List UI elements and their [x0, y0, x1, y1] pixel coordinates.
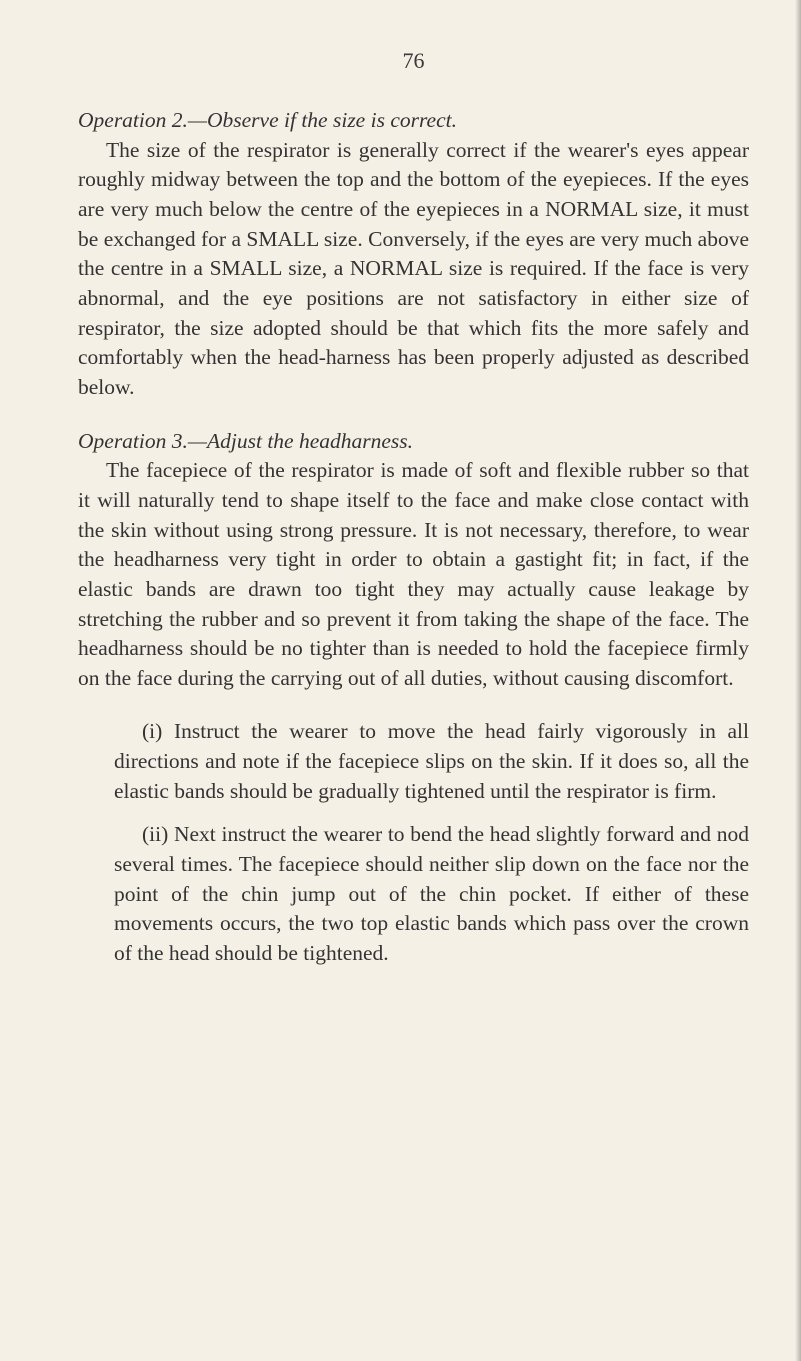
- operation-2-heading: Operation 2.—Observe if the size is corr…: [78, 108, 457, 132]
- operation-3-body: The facepiece of the respirator is made …: [78, 456, 749, 693]
- page-number: 76: [78, 48, 749, 74]
- operation-2-body: The size of the respirator is generally …: [78, 136, 749, 403]
- page-edge-shadow: [795, 0, 801, 1361]
- sub-item-i: (i) Instruct the wearer to move the head…: [78, 717, 749, 806]
- sub-item-ii: (ii) Next instruct the wearer to bend th…: [78, 820, 749, 968]
- operation-3-paragraph: Operation 3.—Adjust the headharness. The…: [78, 427, 749, 694]
- page-container: 76 Operation 2.—Observe if the size is c…: [0, 0, 801, 1361]
- operation-3-heading: Operation 3.—Adjust the headharness.: [78, 429, 413, 453]
- operation-2-paragraph: Operation 2.—Observe if the size is corr…: [78, 106, 749, 403]
